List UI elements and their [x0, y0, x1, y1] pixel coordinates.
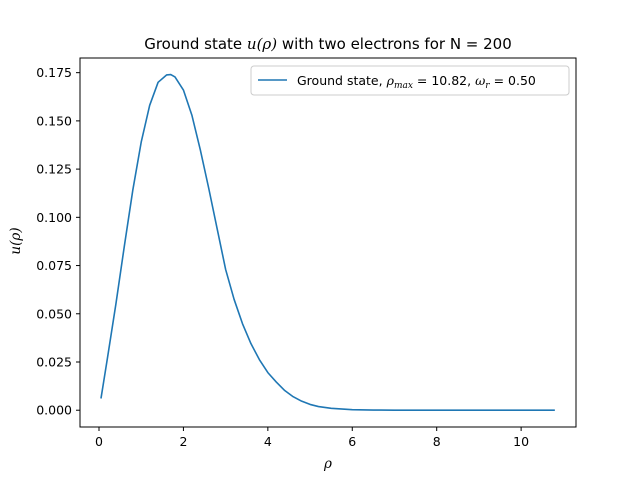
x-tick-label: 6 [348, 434, 356, 449]
y-tick-label: 0.125 [36, 162, 72, 177]
x-tick-label: 0 [95, 434, 103, 449]
plot-area [79, 57, 577, 428]
legend-entry-ground-state: Ground state, ρmax = 10.82, ωr = 0.50 [297, 73, 536, 91]
ground-state-curve [100, 73, 555, 412]
x-tick-label: 2 [179, 434, 187, 449]
y-tick-label: 0.075 [36, 258, 72, 273]
x-tick-label: 8 [433, 434, 441, 449]
x-tick-label: 4 [264, 434, 272, 449]
y-axis-label: u(ρ) [8, 227, 24, 254]
x-axis-label: ρ [323, 456, 332, 472]
axes-frame [79, 57, 577, 428]
y-tick-label: 0.000 [36, 403, 72, 418]
x-tick-label: 10 [513, 434, 529, 449]
y-tick-label: 0.175 [36, 65, 72, 80]
y-tick-label: 0.100 [36, 210, 72, 225]
y-tick-label: 0.050 [36, 306, 72, 321]
x-axis-ticks: 0 2 4 6 8 10 [95, 427, 529, 449]
y-axis-ticks: 0.000 0.025 0.050 0.075 0.100 0.125 0.150 0.175 [36, 65, 80, 418]
legend: Ground state, ρmax = 10.82, ωr = 0.50 [250, 65, 570, 96]
legend-box [250, 65, 570, 96]
chart-title: Ground state u(ρ) with two electrons for… [144, 35, 512, 53]
y-tick-label: 0.150 [36, 113, 72, 128]
y-tick-label: 0.025 [36, 354, 72, 369]
